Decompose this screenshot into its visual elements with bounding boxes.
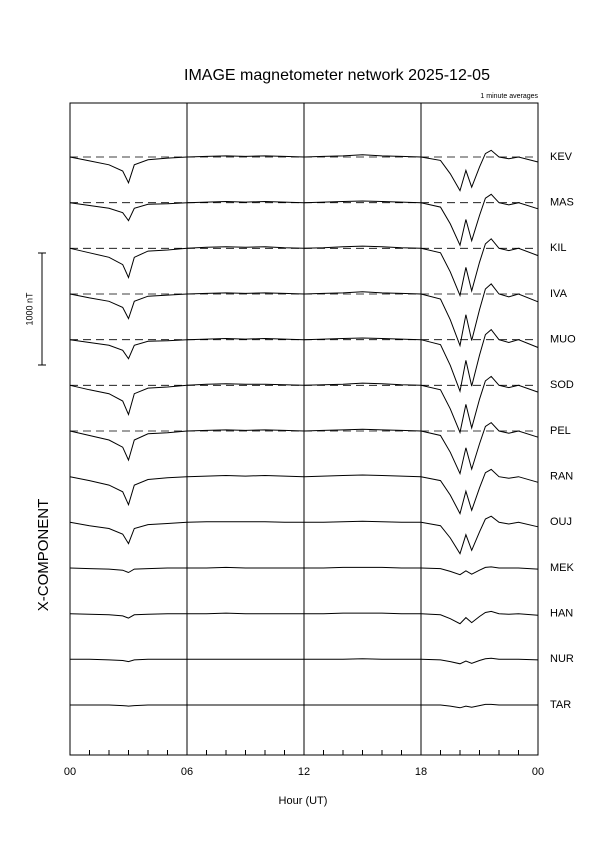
station-label: SOD xyxy=(550,379,574,391)
trace xyxy=(69,375,539,435)
station-label: PEL xyxy=(550,425,571,437)
x-tick-label: 00 xyxy=(532,766,544,778)
trace xyxy=(70,703,538,709)
x-axis-label: Hour (UT) xyxy=(279,795,328,807)
station-label: RAN xyxy=(550,471,573,483)
trace xyxy=(69,515,539,555)
trace xyxy=(69,328,539,394)
station-label: OUJ xyxy=(550,516,572,528)
trace xyxy=(69,193,539,247)
chart-title: IMAGE magnetometer network 2025-12-05 xyxy=(184,67,490,84)
x-tick-label: 18 xyxy=(415,766,427,778)
trace xyxy=(69,610,539,625)
x-tick-label: 12 xyxy=(298,766,310,778)
station-label: MAS xyxy=(550,197,574,209)
trace xyxy=(70,657,539,665)
station-label: NUR xyxy=(550,653,574,665)
station-label: IVA xyxy=(550,288,568,300)
trace xyxy=(69,238,539,298)
station-label: HAN xyxy=(550,608,573,620)
trace xyxy=(69,421,539,476)
trace xyxy=(69,566,539,576)
x-tick-label: 00 xyxy=(64,766,76,778)
station-label: TAR xyxy=(550,699,571,711)
station-label: KIL xyxy=(550,242,567,254)
y-axis-label: X-COMPONENT xyxy=(35,499,52,612)
trace xyxy=(69,149,539,192)
station-label: KEV xyxy=(550,151,573,163)
subtitle: 1 minute averages xyxy=(480,93,538,100)
station-label: MUO xyxy=(550,334,576,346)
trace xyxy=(69,468,539,515)
trace xyxy=(69,283,539,348)
x-tick-label: 06 xyxy=(181,766,193,778)
station-label: MEK xyxy=(550,562,575,574)
scale-bar-label: 1000 nT xyxy=(24,292,34,326)
